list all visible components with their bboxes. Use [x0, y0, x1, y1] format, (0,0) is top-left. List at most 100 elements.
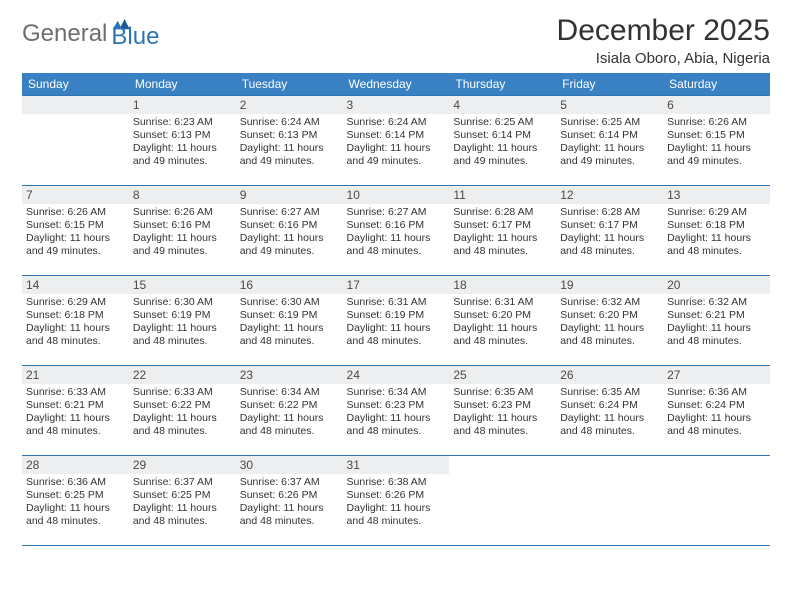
day-number: 18 — [449, 276, 556, 294]
day-details: Sunrise: 6:31 AMSunset: 6:20 PMDaylight:… — [449, 294, 556, 352]
day-detail-line: Daylight: 11 hours — [133, 232, 232, 245]
week-row: 7Sunrise: 6:26 AMSunset: 6:15 PMDaylight… — [22, 186, 770, 276]
day-detail-line: Daylight: 11 hours — [26, 322, 125, 335]
day-details: Sunrise: 6:23 AMSunset: 6:13 PMDaylight:… — [129, 114, 236, 172]
day-detail-line: Sunrise: 6:32 AM — [667, 296, 766, 309]
day-detail-line: and 49 minutes. — [240, 245, 339, 258]
day-detail-line: Sunrise: 6:29 AM — [26, 296, 125, 309]
day-number: 1 — [129, 96, 236, 114]
week-row: 28Sunrise: 6:36 AMSunset: 6:25 PMDayligh… — [22, 456, 770, 546]
day-detail-line: Daylight: 11 hours — [453, 142, 552, 155]
day-details: Sunrise: 6:37 AMSunset: 6:26 PMDaylight:… — [236, 474, 343, 532]
day-detail-line: Sunrise: 6:26 AM — [667, 116, 766, 129]
day-detail-line: Sunset: 6:26 PM — [347, 489, 446, 502]
day-cell — [449, 456, 556, 546]
day-details: Sunrise: 6:34 AMSunset: 6:22 PMDaylight:… — [236, 384, 343, 442]
day-detail-line: and 48 minutes. — [133, 425, 232, 438]
day-number: 20 — [663, 276, 770, 294]
day-details: Sunrise: 6:36 AMSunset: 6:24 PMDaylight:… — [663, 384, 770, 442]
day-detail-line: Sunrise: 6:26 AM — [26, 206, 125, 219]
day-detail-line: Daylight: 11 hours — [347, 142, 446, 155]
day-detail-line: Daylight: 11 hours — [26, 232, 125, 245]
day-number: 14 — [22, 276, 129, 294]
day-cell: 19Sunrise: 6:32 AMSunset: 6:20 PMDayligh… — [556, 276, 663, 366]
day-detail-line: Sunset: 6:20 PM — [453, 309, 552, 322]
weekday-header: Thursday — [449, 73, 556, 96]
day-detail-line: Daylight: 11 hours — [453, 412, 552, 425]
day-detail-line: Daylight: 11 hours — [667, 232, 766, 245]
day-detail-line: and 48 minutes. — [667, 245, 766, 258]
day-details: Sunrise: 6:27 AMSunset: 6:16 PMDaylight:… — [236, 204, 343, 262]
day-number: 22 — [129, 366, 236, 384]
weekday-header: Wednesday — [343, 73, 450, 96]
week-row: 21Sunrise: 6:33 AMSunset: 6:21 PMDayligh… — [22, 366, 770, 456]
day-detail-line: Daylight: 11 hours — [26, 502, 125, 515]
day-detail-line: Daylight: 11 hours — [26, 412, 125, 425]
day-detail-line: Sunset: 6:18 PM — [26, 309, 125, 322]
day-cell: 30Sunrise: 6:37 AMSunset: 6:26 PMDayligh… — [236, 456, 343, 546]
day-number: 15 — [129, 276, 236, 294]
day-detail-line: Daylight: 11 hours — [560, 142, 659, 155]
day-detail-line: Sunset: 6:25 PM — [26, 489, 125, 502]
day-details: Sunrise: 6:35 AMSunset: 6:23 PMDaylight:… — [449, 384, 556, 442]
day-detail-line: Sunrise: 6:35 AM — [560, 386, 659, 399]
day-detail-line: Daylight: 11 hours — [240, 322, 339, 335]
day-detail-line: Sunrise: 6:24 AM — [347, 116, 446, 129]
weekday-header: Monday — [129, 73, 236, 96]
day-detail-line: Sunset: 6:16 PM — [347, 219, 446, 232]
day-detail-line: Sunset: 6:22 PM — [240, 399, 339, 412]
day-detail-line: and 49 minutes. — [453, 155, 552, 168]
day-number: 16 — [236, 276, 343, 294]
day-detail-line: and 48 minutes. — [26, 335, 125, 348]
day-detail-line: Daylight: 11 hours — [347, 322, 446, 335]
day-number: 29 — [129, 456, 236, 474]
day-details: Sunrise: 6:33 AMSunset: 6:21 PMDaylight:… — [22, 384, 129, 442]
day-detail-line: Sunset: 6:14 PM — [347, 129, 446, 142]
day-detail-line: Sunrise: 6:27 AM — [347, 206, 446, 219]
logo-text-general: General — [22, 20, 107, 48]
day-detail-line: Daylight: 11 hours — [240, 502, 339, 515]
day-detail-line: Sunset: 6:19 PM — [347, 309, 446, 322]
day-cell — [663, 456, 770, 546]
day-detail-line: Sunrise: 6:36 AM — [667, 386, 766, 399]
day-detail-line: Sunrise: 6:25 AM — [453, 116, 552, 129]
day-detail-line: Sunrise: 6:23 AM — [133, 116, 232, 129]
day-detail-line: Sunset: 6:23 PM — [453, 399, 552, 412]
day-detail-line: Daylight: 11 hours — [560, 322, 659, 335]
day-detail-line: Sunset: 6:26 PM — [240, 489, 339, 502]
day-details: Sunrise: 6:25 AMSunset: 6:14 PMDaylight:… — [449, 114, 556, 172]
day-detail-line: Sunrise: 6:30 AM — [133, 296, 232, 309]
day-number: 11 — [449, 186, 556, 204]
day-detail-line: and 48 minutes. — [453, 245, 552, 258]
day-details: Sunrise: 6:26 AMSunset: 6:15 PMDaylight:… — [22, 204, 129, 262]
day-detail-line: Sunrise: 6:32 AM — [560, 296, 659, 309]
day-cell: 15Sunrise: 6:30 AMSunset: 6:19 PMDayligh… — [129, 276, 236, 366]
day-details: Sunrise: 6:32 AMSunset: 6:21 PMDaylight:… — [663, 294, 770, 352]
day-detail-line: and 49 minutes. — [347, 155, 446, 168]
day-detail-line: and 48 minutes. — [560, 335, 659, 348]
weekday-header: Tuesday — [236, 73, 343, 96]
day-details: Sunrise: 6:37 AMSunset: 6:25 PMDaylight:… — [129, 474, 236, 532]
day-detail-line: Sunset: 6:21 PM — [667, 309, 766, 322]
day-detail-line: Sunset: 6:20 PM — [560, 309, 659, 322]
day-detail-line: Sunset: 6:22 PM — [133, 399, 232, 412]
day-detail-line: and 48 minutes. — [240, 335, 339, 348]
day-detail-line: and 48 minutes. — [347, 425, 446, 438]
day-details: Sunrise: 6:33 AMSunset: 6:22 PMDaylight:… — [129, 384, 236, 442]
day-detail-line: Sunrise: 6:27 AM — [240, 206, 339, 219]
day-cell — [22, 96, 129, 186]
day-detail-line: Daylight: 11 hours — [667, 142, 766, 155]
day-detail-line: and 48 minutes. — [347, 515, 446, 528]
day-detail-line: Daylight: 11 hours — [347, 232, 446, 245]
calendar-body: 1Sunrise: 6:23 AMSunset: 6:13 PMDaylight… — [22, 96, 770, 546]
day-number: 9 — [236, 186, 343, 204]
day-cell: 8Sunrise: 6:26 AMSunset: 6:16 PMDaylight… — [129, 186, 236, 276]
day-details: Sunrise: 6:31 AMSunset: 6:19 PMDaylight:… — [343, 294, 450, 352]
day-detail-line: and 48 minutes. — [560, 245, 659, 258]
day-detail-line: Daylight: 11 hours — [133, 142, 232, 155]
day-cell: 18Sunrise: 6:31 AMSunset: 6:20 PMDayligh… — [449, 276, 556, 366]
day-number: 4 — [449, 96, 556, 114]
day-detail-line: and 48 minutes. — [453, 425, 552, 438]
day-detail-line: Daylight: 11 hours — [560, 412, 659, 425]
day-detail-line: Sunrise: 6:29 AM — [667, 206, 766, 219]
